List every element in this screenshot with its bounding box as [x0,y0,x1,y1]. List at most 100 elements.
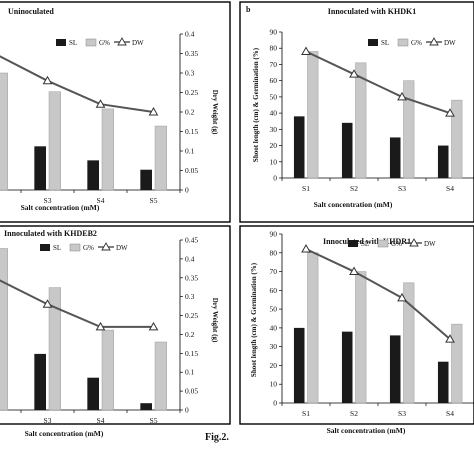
legend-label-dw: DW [424,240,436,248]
bar-g [0,248,8,411]
marker-dw [95,99,106,108]
chart-panel-4: 0 10 20 30 40 50 60 70 80 90 S1 S2 S3 S4 Innoculated w… [239,225,474,435]
legend-label-g: G% [99,39,110,47]
y-left-tick-label: 70 [270,60,278,69]
x-axis-label: Salt concentration (mM) [327,426,406,435]
y-left-tick-label: 10 [270,380,278,389]
y-right-tick-label: 0.25 [185,88,198,97]
marker-dw [95,321,106,331]
bar-g [451,323,463,404]
x-axis-label: Salt concentration (mM) [21,203,100,212]
bar-g [154,341,167,411]
legend-swatch-sl [40,244,50,251]
y-right-tick-label: 0.4 [185,254,195,263]
y-left-tick-label: 30 [270,125,278,134]
y-right-tick-label: 0.3 [185,69,195,78]
x-tick-label: S4 [446,409,454,418]
legend-label-sl: SL [381,39,389,47]
marker-dw [301,244,311,253]
bar-g [0,72,8,191]
y-right-tick-label: 0.05 [185,166,198,175]
legend-label-g: G% [391,240,402,248]
line-dw [305,50,451,115]
y-right-tick-label: 0.1 [185,147,195,156]
line-dw [0,55,154,113]
bar-sl [437,145,449,178]
marker-dw [445,334,455,343]
bar-g [403,80,415,179]
bar-sl [437,361,449,403]
y-right-tick-label: 0.25 [185,311,198,320]
panel-frame [239,1,474,223]
y-left-tick-label: 50 [270,92,278,101]
x-tick-label: S4 [97,416,105,425]
y-right-tick-label: 0.05 [185,387,198,396]
chart-panel-1: 00.050.10.150.20.250.30.350.41S3S4S5Unin… [0,1,231,223]
marker-dw [397,292,407,302]
bar-sl [87,160,99,190]
x-tick-label: S3 [44,196,52,205]
bar-sl [140,403,152,410]
y-left-tick-label: 20 [270,361,278,370]
x-tick-label: S3 [398,409,406,418]
bar-g [307,252,319,404]
bar-sl [293,116,305,178]
bar-g [307,51,319,179]
legend-swatch-g [85,38,97,47]
y-right-tick-label: 0.35 [185,273,198,282]
y-left-tick-label: 60 [270,286,278,295]
legend-marker-dw [409,238,419,247]
bar-g [403,282,415,404]
bar-sl [34,146,46,190]
line-dw [305,248,451,340]
y-left-tick-label: 60 [270,76,278,85]
bar-g [101,329,114,411]
bar-g [154,125,167,191]
bar-g [48,91,61,191]
x-tick-label: S4 [97,196,105,205]
bar-sl [140,169,152,190]
legend-swatch-sl [348,240,358,247]
y-left-tick-label: 90 [270,230,278,239]
legend-label-dw: DW [116,244,128,252]
legend-label-sl: SL [69,39,77,47]
bar-sl [34,353,46,410]
y-right-tick-label: 0.45 [185,236,198,245]
y-left-tick-label: 90 [270,28,278,37]
legend: SL G% DW [40,242,128,252]
chart-title: Innoculated with KHDEB2 [4,229,97,238]
y-right-tick-label: 0.15 [185,349,198,358]
legend-marker-dw [117,37,127,46]
line-dw [0,279,154,328]
legend: SL G% DW [348,238,436,248]
x-tick-label: S5 [150,416,158,425]
y-left-tick-label: 50 [270,305,278,314]
y-axis-left-label: Shoot length (cm) & Germination (%) [252,47,260,162]
legend-marker-dw [429,37,439,46]
y-right-tick-label: 0.3 [185,292,195,301]
y-left-tick-label: 30 [270,342,278,351]
legend-label-g: G% [83,244,94,252]
y-right-tick-label: 0.4 [185,30,195,39]
legend-swatch-g [397,38,409,47]
panel-frame [0,1,231,223]
marker-dw [42,75,53,85]
marker-dw [148,321,159,331]
y-right-tick-label: 0 [185,186,189,195]
marker-dw [349,266,359,276]
marker-dw [42,299,53,308]
chart-title: Innoculated with KHDR1 [323,237,411,246]
legend-label-sl: SL [53,244,61,252]
bar-sl [293,327,305,403]
x-tick-label: S3 [398,184,406,193]
y-left-tick-label: 0 [273,174,277,183]
marker-dw [148,106,159,116]
y-left-tick-label: 40 [270,323,278,332]
marker-dw [445,108,455,117]
y-right-tick-label: 0.15 [185,127,198,136]
bar-sl [389,335,401,403]
x-axis-label: Salt concentration (mM) [25,429,104,438]
y-right-tick-label: 0.35 [185,49,198,58]
panel-frame [239,225,474,425]
x-tick-label: S1 [302,409,310,418]
